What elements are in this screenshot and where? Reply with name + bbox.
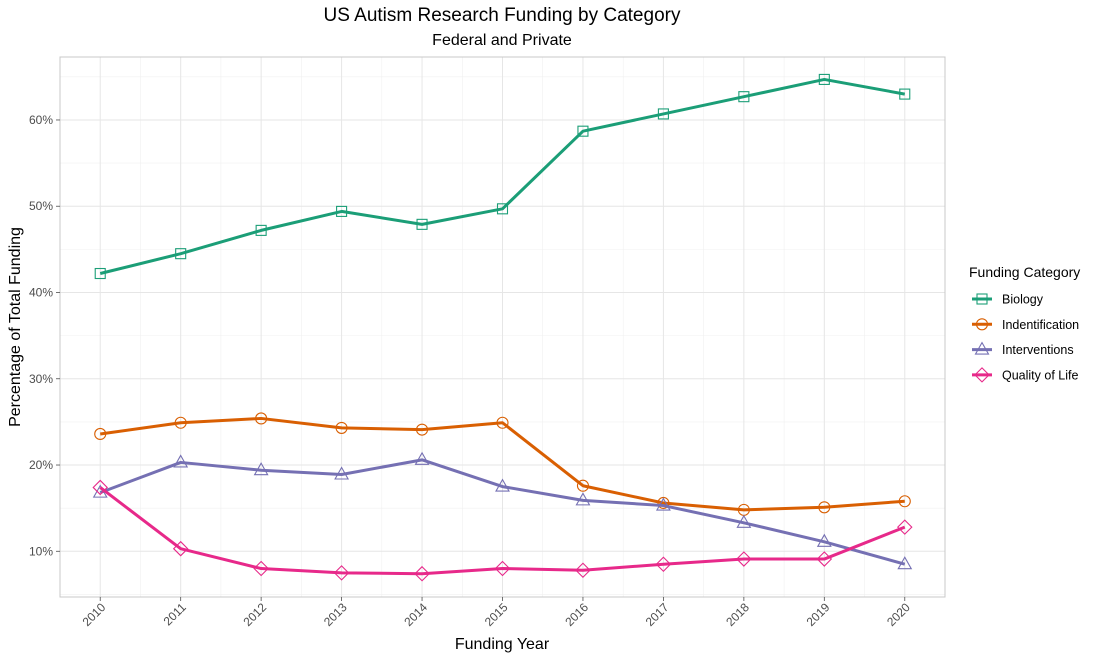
data-point-quality-of-life	[333, 565, 350, 581]
x-tick-label: 2019	[804, 600, 833, 629]
y-tick-label: 20%	[29, 458, 53, 472]
x-tick-label: 2010	[80, 600, 109, 629]
series-line-indentification	[100, 416, 905, 512]
x-tick-label: 2015	[482, 600, 511, 629]
data-point-interventions	[253, 462, 269, 476]
legend-title: Funding Category	[969, 264, 1080, 280]
data-point-interventions	[414, 451, 430, 465]
data-point-biology	[496, 203, 509, 215]
data-point-indentification	[94, 427, 107, 441]
x-tick-label: 2016	[562, 600, 591, 629]
legend-key-marker-interventions	[974, 341, 990, 355]
x-tick-label: 2013	[321, 600, 350, 629]
y-tick-label: 30%	[29, 372, 53, 386]
series-line-quality-of-life	[99, 486, 906, 576]
data-point-indentification	[174, 416, 187, 429]
data-point-quality-of-life	[575, 562, 591, 579]
data-point-indentification	[415, 423, 429, 436]
series-line-interventions	[99, 458, 906, 566]
legend-label-quality-of-life: Quality of Life	[1002, 368, 1078, 382]
data-point-biology	[175, 248, 187, 260]
series-line-biology	[99, 77, 906, 275]
legend-key-marker-biology	[976, 293, 988, 305]
data-point-biology	[416, 218, 428, 230]
legend-label-biology: Biology	[1002, 293, 1044, 307]
y-tick-label: 50%	[29, 199, 53, 213]
data-point-interventions	[334, 466, 350, 480]
data-point-interventions	[173, 454, 189, 468]
y-tick-label: 40%	[29, 285, 53, 299]
chart-subtitle: Federal and Private	[432, 32, 572, 49]
data-point-biology	[738, 91, 750, 103]
data-point-indentification	[818, 501, 831, 514]
legend-key-marker-indentification	[975, 318, 989, 331]
data-point-interventions	[575, 492, 591, 506]
data-point-interventions	[495, 478, 510, 492]
legend-key-marker-quality-of-life	[974, 367, 990, 383]
data-point-biology	[657, 108, 669, 120]
data-point-quality-of-life	[92, 479, 109, 496]
data-point-quality-of-life	[896, 519, 913, 535]
data-point-indentification	[898, 495, 911, 508]
data-point-biology	[899, 88, 911, 100]
data-point-quality-of-life	[253, 560, 269, 577]
data-point-biology	[336, 205, 348, 217]
x-axis-title: Funding Year	[455, 636, 550, 653]
x-tick-label: 2020	[884, 600, 913, 629]
data-point-indentification	[576, 479, 590, 492]
y-tick-label: 60%	[29, 113, 53, 127]
data-point-biology	[818, 73, 830, 85]
x-tick-label: 2011	[161, 600, 189, 628]
data-point-quality-of-life	[414, 565, 430, 582]
data-point-interventions	[816, 533, 832, 547]
data-point-interventions	[655, 497, 671, 511]
data-point-quality-of-life	[736, 551, 752, 567]
data-point-indentification	[496, 416, 509, 429]
x-tick-label: 2012	[240, 600, 269, 629]
data-point-biology	[255, 224, 267, 236]
chart-title: US Autism Research Funding by Category	[324, 5, 681, 26]
y-tick-label: 10%	[29, 544, 53, 558]
data-point-indentification	[255, 412, 268, 425]
data-point-biology	[94, 267, 106, 280]
data-point-quality-of-life	[494, 560, 511, 577]
x-tick-label: 2017	[643, 600, 672, 629]
data-point-quality-of-life	[655, 556, 672, 572]
data-point-quality-of-life	[172, 540, 189, 557]
x-tick-label: 2014	[401, 600, 430, 629]
x-tick-label: 2018	[723, 600, 752, 629]
data-point-quality-of-life	[816, 551, 833, 567]
data-point-interventions	[736, 514, 752, 528]
data-point-interventions	[897, 556, 913, 570]
legend-label-interventions: Interventions	[1002, 343, 1074, 357]
data-point-biology	[577, 125, 589, 137]
data-point-indentification	[335, 421, 348, 434]
legend-label-indentification: Indentification	[1002, 318, 1079, 332]
y-axis-title: Percentage of Total Funding	[7, 227, 24, 427]
